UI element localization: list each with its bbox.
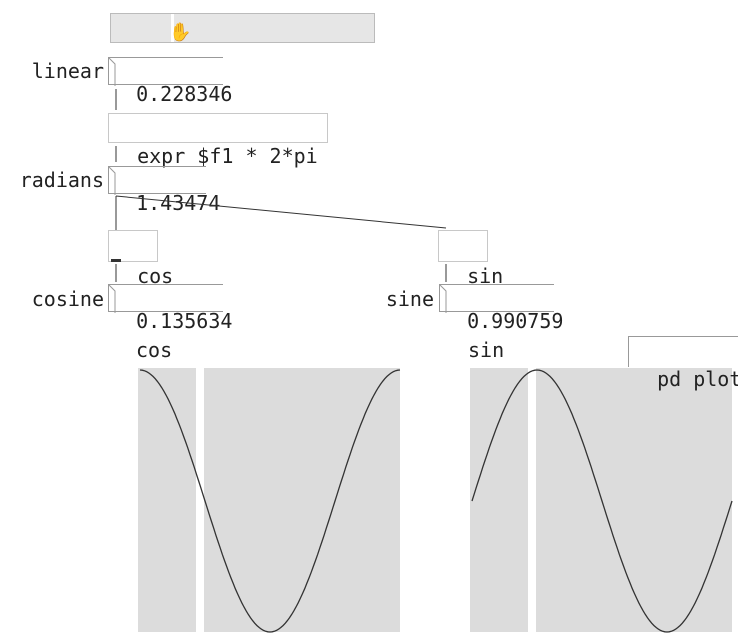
number-box-notch bbox=[439, 284, 447, 313]
cosine-number-box[interactable]: 0.135634 bbox=[108, 284, 232, 333]
slider-knob[interactable] bbox=[171, 14, 174, 42]
linear-label: linear bbox=[31, 59, 104, 83]
radians-value: 1.43474 bbox=[136, 191, 221, 215]
number-box-notch bbox=[108, 166, 116, 195]
cos-graph-title: cos bbox=[136, 338, 173, 362]
number-box-notch bbox=[108, 57, 116, 86]
hand-cursor-icon: ✋ bbox=[169, 22, 192, 43]
radians-label: radians bbox=[19, 168, 104, 192]
cos-curve bbox=[139, 369, 401, 633]
cosine-value: 0.135634 bbox=[136, 309, 233, 333]
sine-number-box[interactable]: 0.990759 bbox=[439, 284, 563, 333]
pd-plot-label[interactable]: pd plot bbox=[628, 336, 738, 391]
linear-value: 0.228346 bbox=[136, 82, 233, 106]
sin-curve bbox=[471, 369, 733, 633]
cos-graph[interactable]: cos bbox=[134, 330, 406, 636]
cos-plot-area bbox=[138, 368, 400, 632]
number-box-notch bbox=[108, 284, 116, 313]
expr-object[interactable]: expr $f1 * 2*pi bbox=[108, 113, 328, 168]
cosine-label: cosine bbox=[31, 287, 104, 311]
sin-plot-index-marker bbox=[528, 368, 536, 632]
expr-text: expr $f1 * 2*pi bbox=[137, 144, 318, 168]
radians-number-box[interactable]: 1.43474 bbox=[108, 166, 220, 215]
cos-plot-index-marker bbox=[196, 368, 204, 632]
sin-graph-title: sin bbox=[468, 338, 505, 362]
sine-value: 0.990759 bbox=[467, 309, 564, 333]
pd-plot-text: pd plot bbox=[657, 367, 738, 391]
linear-number-box[interactable]: 0.228346 bbox=[108, 57, 232, 106]
horizontal-slider[interactable]: ✋ bbox=[110, 13, 375, 43]
cos-outlet[interactable] bbox=[111, 259, 121, 262]
sine-label: sine bbox=[385, 287, 434, 311]
